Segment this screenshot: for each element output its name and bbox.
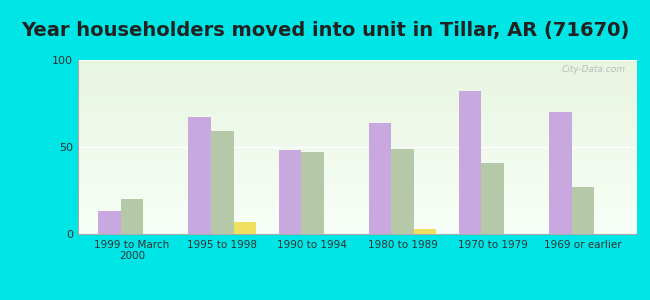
Bar	[571, 187, 594, 234]
Bar	[459, 91, 482, 234]
Bar	[121, 199, 144, 234]
Bar	[301, 152, 324, 234]
Bar	[414, 229, 436, 234]
Bar	[482, 163, 504, 234]
Bar	[233, 222, 256, 234]
Text: City-Data.com: City-Data.com	[562, 65, 626, 74]
Bar	[549, 112, 571, 234]
Bar	[279, 151, 301, 234]
Bar	[98, 212, 121, 234]
Bar	[391, 149, 414, 234]
Text: Year householders moved into unit in Tillar, AR (71670): Year householders moved into unit in Til…	[21, 21, 629, 40]
Bar	[369, 123, 391, 234]
Bar	[188, 117, 211, 234]
Bar	[211, 131, 233, 234]
